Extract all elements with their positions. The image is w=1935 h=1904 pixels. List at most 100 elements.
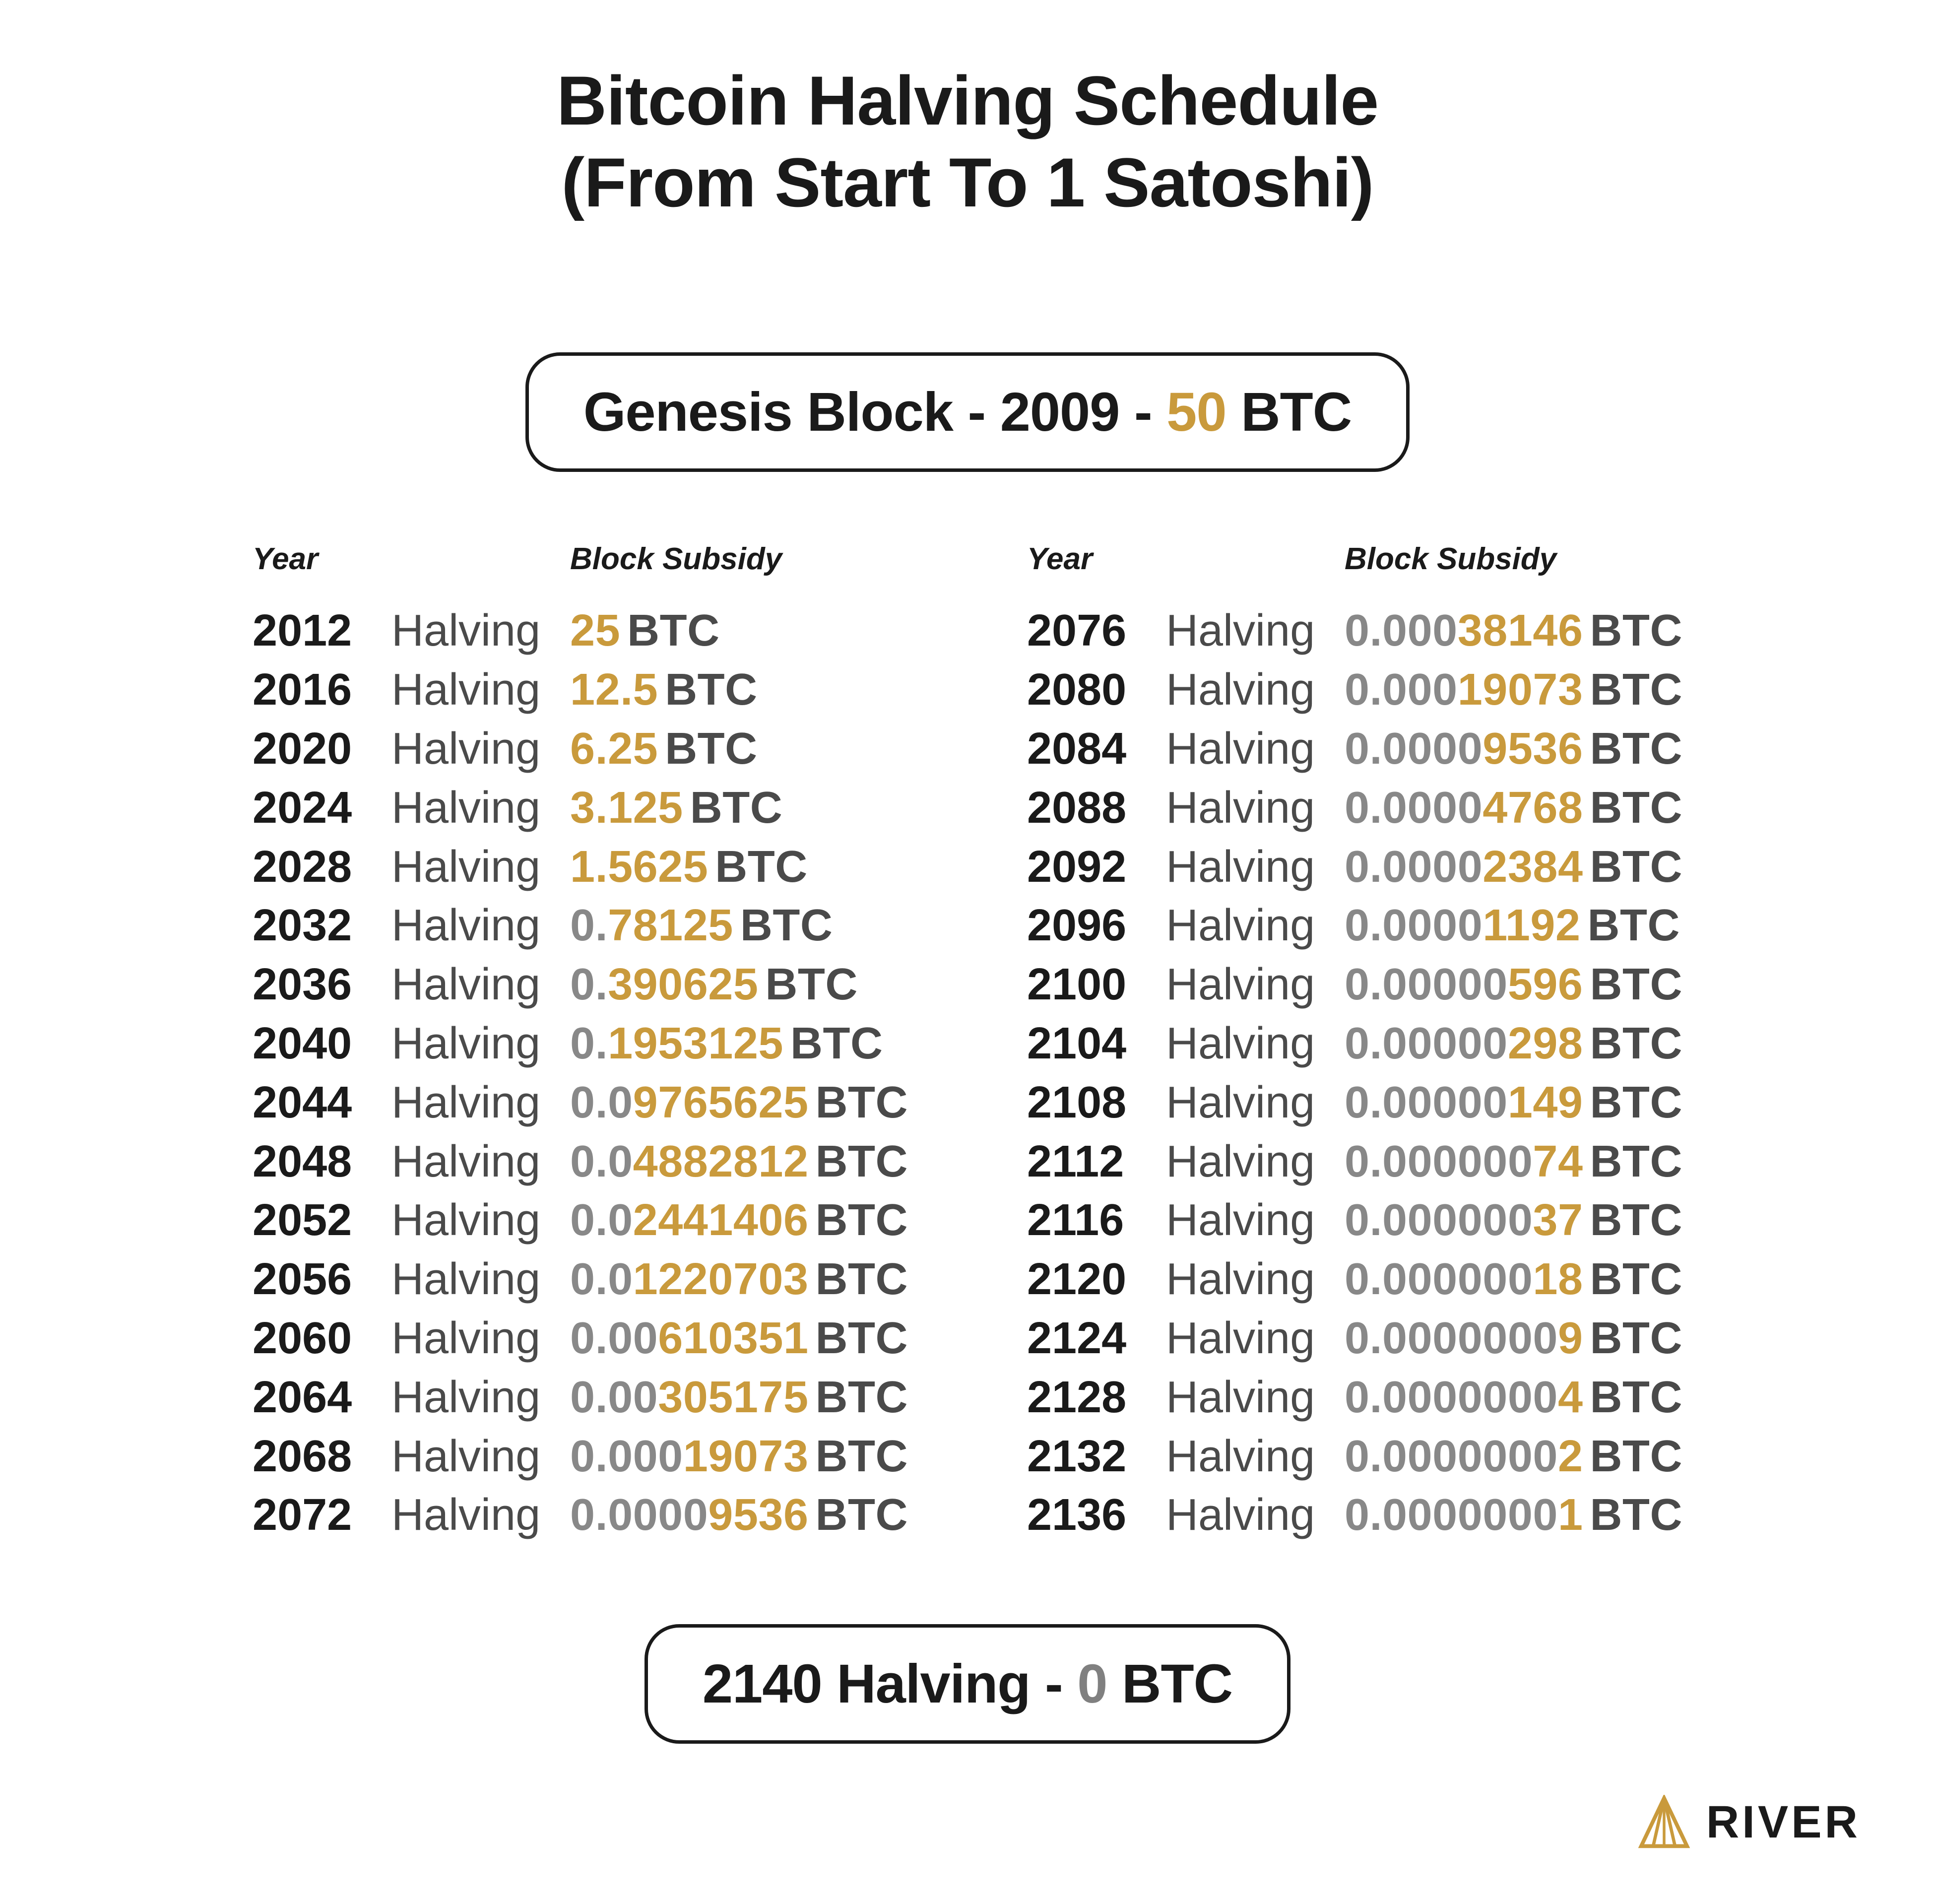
row-halving-label: Halving <box>391 1486 570 1545</box>
subsidy-unit: BTC <box>715 842 807 892</box>
subsidy-unit: BTC <box>816 1313 908 1363</box>
subsidy-dim: 0.000000 <box>1345 1195 1533 1245</box>
table-row: 2044Halving0.09765625BTC <box>253 1073 908 1132</box>
row-year: 2088 <box>1027 779 1166 838</box>
table-row: 2088Halving0.00004768BTC <box>1027 779 1682 838</box>
row-year: 2076 <box>1027 601 1166 660</box>
final-unit: BTC <box>1107 1653 1232 1714</box>
brand-text: RIVER <box>1706 1796 1861 1848</box>
row-halving-label: Halving <box>1166 1427 1345 1486</box>
subsidy-dim: 0.000 <box>1345 606 1458 656</box>
row-halving-label: Halving <box>1166 660 1345 720</box>
table-row: 2104Halving0.00000298BTC <box>1027 1014 1682 1073</box>
row-subsidy: 0.00000596BTC <box>1345 955 1682 1014</box>
subsidy-unit: BTC <box>790 1019 883 1068</box>
row-year: 2116 <box>1027 1191 1166 1250</box>
table-row: 2040Halving0.1953125BTC <box>253 1014 908 1073</box>
subsidy-sig: 9536 <box>1483 724 1583 774</box>
subsidy-sig: 1.5625 <box>570 842 708 892</box>
subsidy-dim: 0. <box>570 1019 608 1068</box>
table-row: 2100Halving0.00000596BTC <box>1027 955 1682 1014</box>
subsidy-dim: 0.0000 <box>1345 842 1483 892</box>
row-subsidy: 0.78125BTC <box>570 896 833 955</box>
subsidy-unit: BTC <box>1590 1373 1682 1422</box>
subsidy-sig: 9765625 <box>633 1078 809 1127</box>
table-row: 2024Halving3.125BTC <box>253 779 908 838</box>
row-subsidy: 12.5BTC <box>570 660 758 720</box>
row-subsidy: 0.00000001BTC <box>1345 1486 1682 1545</box>
subsidy-unit: BTC <box>816 1490 908 1540</box>
subsidy-dim: 0.0 <box>570 1195 633 1245</box>
row-halving-label: Halving <box>391 1014 570 1073</box>
row-subsidy: 0.00019073BTC <box>1345 660 1682 720</box>
subsidy-dim: 0.000 <box>570 1432 683 1481</box>
subsidy-unit: BTC <box>816 1432 908 1481</box>
table-row: 2048Halving0.04882812BTC <box>253 1132 908 1191</box>
subsidy-dim: 0.00000 <box>1345 1019 1508 1068</box>
row-halving-label: Halving <box>391 955 570 1014</box>
page-root: Bitcoin Halving Schedule (From Start To … <box>0 0 1935 1904</box>
row-year: 2048 <box>253 1132 391 1191</box>
subsidy-unit: BTC <box>1588 901 1680 950</box>
subsidy-sig: 610351 <box>658 1313 808 1363</box>
row-year: 2028 <box>253 838 391 897</box>
river-icon <box>1637 1795 1691 1849</box>
subsidy-unit: BTC <box>816 1373 908 1422</box>
subsidy-sig: 19073 <box>1458 665 1583 715</box>
row-subsidy: 3.125BTC <box>570 779 782 838</box>
subsidy-sig: 2441406 <box>633 1195 809 1245</box>
subsidy-dim: 0.0000 <box>1345 724 1483 774</box>
row-year: 2060 <box>253 1309 391 1368</box>
row-subsidy: 0.00000009BTC <box>1345 1309 1682 1368</box>
subsidy-unit: BTC <box>1590 1490 1682 1540</box>
row-subsidy: 0.00019073BTC <box>570 1427 908 1486</box>
subsidy-unit: BTC <box>816 1137 908 1186</box>
row-subsidy: 0.00000074BTC <box>1345 1132 1682 1191</box>
row-year: 2096 <box>1027 896 1166 955</box>
subsidy-dim: 0.0000 <box>1345 901 1483 950</box>
subsidy-sig: 37 <box>1533 1195 1583 1245</box>
row-subsidy: 0.00305175BTC <box>570 1368 908 1427</box>
row-halving-label: Halving <box>391 1132 570 1191</box>
subsidy-unit: BTC <box>690 783 782 833</box>
row-year: 2056 <box>253 1250 391 1309</box>
subsidy-dim: 0.0000000 <box>1345 1313 1558 1363</box>
columns-container: Year Block Subsidy 2012Halving25BTC2016H… <box>99 541 1836 1545</box>
subsidy-dim: 0.00 <box>570 1373 658 1422</box>
subsidy-unit: BTC <box>1590 1019 1682 1068</box>
row-subsidy: 0.00001192BTC <box>1345 896 1680 955</box>
table-row: 2060Halving0.00610351BTC <box>253 1309 908 1368</box>
table-row: 2072Halving0.00009536BTC <box>253 1486 908 1545</box>
row-halving-label: Halving <box>1166 1486 1345 1545</box>
subsidy-dim: 0.000 <box>1345 665 1458 715</box>
left-column-headers: Year Block Subsidy <box>253 541 908 577</box>
subsidy-dim: 0.0000 <box>570 1490 708 1540</box>
subsidy-sig: 1192 <box>1483 901 1580 950</box>
table-row: 2112Halving0.00000074BTC <box>1027 1132 1682 1191</box>
row-year: 2024 <box>253 779 391 838</box>
table-row: 2068Halving0.00019073BTC <box>253 1427 908 1486</box>
row-halving-label: Halving <box>391 1250 570 1309</box>
subsidy-dim: 0.000000 <box>1345 1137 1533 1186</box>
subsidy-dim: 0.0 <box>570 1254 633 1304</box>
header-year-left: Year <box>253 541 570 577</box>
row-year: 2100 <box>1027 955 1166 1014</box>
row-subsidy: 0.00009536BTC <box>570 1486 908 1545</box>
row-year: 2044 <box>253 1073 391 1132</box>
subsidy-sig: 149 <box>1508 1078 1583 1127</box>
subsidy-dim: 0.0000000 <box>1345 1490 1558 1540</box>
subsidy-unit: BTC <box>1590 960 1682 1009</box>
row-halving-label: Halving <box>1166 1368 1345 1427</box>
subsidy-unit: BTC <box>627 606 719 656</box>
row-subsidy: 0.00004768BTC <box>1345 779 1682 838</box>
table-row: 2012Halving25BTC <box>253 601 908 660</box>
subsidy-sig: 390625 <box>608 960 758 1009</box>
subsidy-sig: 2384 <box>1483 842 1583 892</box>
table-row: 2096Halving0.00001192BTC <box>1027 896 1682 955</box>
title-line-1: Bitcoin Halving Schedule <box>557 62 1378 139</box>
genesis-prefix: Genesis Block - 2009 - <box>583 382 1166 443</box>
row-halving-label: Halving <box>1166 1073 1345 1132</box>
subsidy-sig: 6.25 <box>570 724 658 774</box>
subsidy-unit: BTC <box>1590 1254 1682 1304</box>
row-halving-label: Halving <box>391 660 570 720</box>
